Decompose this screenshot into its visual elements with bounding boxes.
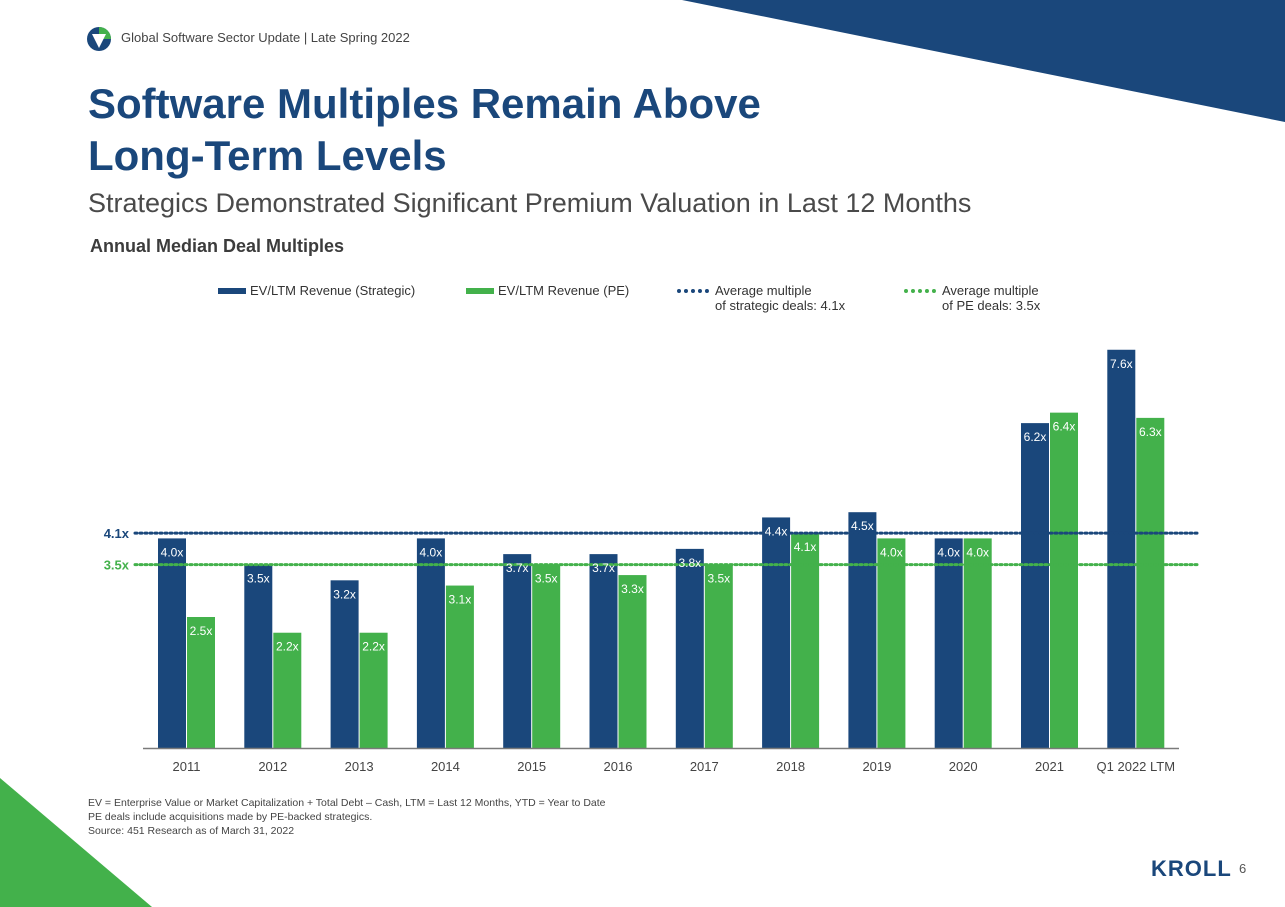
page-subtitle: Strategics Demonstrated Significant Prem… [88,188,972,218]
legend-avg-pe-line-1: Average multiple [942,283,1039,298]
bar-pe-2011 [187,617,215,748]
legend-swatch-avg-pe [904,289,936,293]
top-right-navy-shape [682,0,1285,122]
data-label-pe-2021: 6.4x [1053,420,1076,434]
data-label-strategic-2012: 3.5x [247,572,270,586]
footnote-source: Source: 451 Research as of March 31, 202… [88,825,295,837]
x-tick-label-2017: 2017 [690,759,719,774]
bar-strategic-2018 [762,517,791,748]
footnote-definitions: EV = Enterprise Value or Market Capitali… [88,797,606,809]
page-title-line-1: Software Multiples Remain Above [88,80,761,127]
legend-label-avg-strategic: Average multiple of strategic deals: 4.1… [715,283,845,313]
footnotes: EV = Enterprise Value or Market Capitali… [88,796,606,838]
x-tick-label-2015: 2015 [517,759,546,774]
bar-strategic-2017 [675,548,704,748]
reference-label-pe: 3.5x [104,558,130,573]
data-label-strategic-2015: 3.7x [506,561,529,575]
data-label-pe-2014: 3.1x [449,593,472,607]
bar-strategic-2012 [244,564,273,748]
legend-label-pe: EV/LTM Revenue (PE) [498,283,630,298]
x-tick-label-2021: 2021 [1035,759,1064,774]
bar-pe-2018 [791,533,820,748]
data-label-pe-2018: 4.1x [794,540,817,554]
chart-title: Annual Median Deal Multiples [90,236,345,256]
legend-label-avg-pe: Average multiple of PE deals: 3.5x [942,283,1040,313]
legend-swatch-avg-strategic [677,289,709,293]
legend-item-avg-pe: Average multiple of PE deals: 3.5x [904,283,1040,313]
brand-logo-text: KROLL [1151,856,1232,881]
bar-pe-2015 [532,564,561,748]
bar-strategic-2013 [330,580,359,748]
bar-strategic-q1-2022-ltm [1107,349,1136,748]
data-label-pe-q1-2022-ltm: 6.3x [1139,425,1162,439]
x-tick-label-2013: 2013 [345,759,374,774]
data-label-strategic-2020: 4.0x [937,545,960,559]
footnote-pe-deals: PE deals include acquisitions made by PE… [88,811,373,823]
bar-pe-2016 [618,575,647,748]
bar-strategic-2019 [848,512,877,748]
page-title-line-2: Long-Term Levels [88,132,447,179]
data-label-pe-2012: 2.2x [276,640,299,654]
report-header: Global Software Sector Update | Late Spr… [121,30,410,45]
kroll-logo-icon [87,27,111,51]
data-label-strategic-q1-2022-ltm: 7.6x [1110,357,1133,371]
legend-swatch-strategic [218,288,246,294]
data-label-pe-2017: 3.5x [707,572,730,586]
data-label-pe-2015: 3.5x [535,572,558,586]
bar-pe-2013 [359,632,388,748]
data-label-pe-2019: 4.0x [880,545,903,559]
x-tick-label-2016: 2016 [604,759,633,774]
data-label-strategic-2011: 4.0x [161,545,184,559]
bar-strategic-2011 [158,538,186,748]
bar-strategic-2020 [934,538,963,748]
data-label-strategic-2018: 4.4x [765,524,788,538]
data-label-strategic-2017: 3.8x [678,556,701,570]
page-title: Software Multiples Remain Above Long-Ter… [88,78,868,182]
bottom-left-green-shape [0,778,152,907]
x-tick-label-q1-2022-ltm: Q1 2022 LTM [1097,759,1176,774]
legend-avg-strategic-line-2: of strategic deals: 4.1x [715,298,846,313]
bar-pe-2014 [445,585,474,748]
bar-strategic-2021 [1021,423,1049,748]
legend-avg-pe-line-2: of PE deals: 3.5x [942,298,1041,313]
data-label-strategic-2016: 3.7x [592,561,615,575]
x-tick-label-2014: 2014 [431,759,460,774]
data-label-pe-2016: 3.3x [621,582,644,596]
x-tick-label-2020: 2020 [949,759,978,774]
data-label-pe-2020: 4.0x [966,545,989,559]
bar-strategic-2016 [589,554,618,748]
data-label-strategic-2013: 3.2x [333,587,356,601]
data-label-pe-2013: 2.2x [362,640,385,654]
bar-pe-q1-2022-ltm [1136,417,1165,748]
bar-strategic-2014 [416,538,445,748]
bar-pe-2020 [963,538,992,748]
bar-pe-2012 [273,632,302,748]
x-tick-label-2011: 2011 [173,759,201,774]
bar-pe-2021 [1050,412,1078,748]
legend-item-strategic: EV/LTM Revenue (Strategic) [218,283,415,298]
bar-pe-2017 [704,564,733,748]
x-tick-label-2012: 2012 [258,759,287,774]
legend-avg-strategic-line-1: Average multiple [715,283,812,298]
legend-label-strategic: EV/LTM Revenue (Strategic) [250,283,416,298]
data-label-strategic-2014: 4.0x [420,545,443,559]
reference-label-strategic: 4.1x [104,526,130,541]
page-number: 6 [1239,861,1247,876]
x-tick-label-2018: 2018 [776,759,805,774]
legend-swatch-pe [466,288,494,294]
data-label-pe-2011: 2.5x [190,624,213,638]
data-label-strategic-2019: 4.5x [851,519,874,533]
bar-pe-2019 [877,538,906,748]
legend-item-pe: EV/LTM Revenue (PE) [466,283,629,298]
bar-strategic-2015 [503,554,532,748]
data-label-strategic-2021: 6.2x [1024,430,1047,444]
legend-item-avg-strategic: Average multiple of strategic deals: 4.1… [677,283,845,313]
x-tick-label-2019: 2019 [862,759,891,774]
